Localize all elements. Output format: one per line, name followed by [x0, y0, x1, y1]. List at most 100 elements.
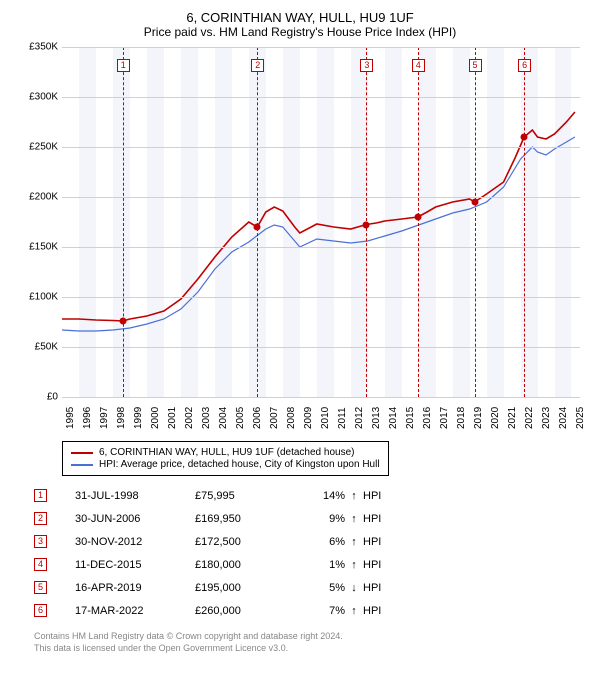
x-tick-label: 2020: [490, 407, 498, 429]
sales-row: 617-MAR-2022£260,0007%↑HPI: [34, 599, 586, 622]
chart-container: 6, CORINTHIAN WAY, HULL, HU9 1UF Price p…: [0, 0, 600, 680]
x-tick-label: 2010: [320, 407, 328, 429]
sale-vline: [257, 47, 258, 397]
x-tick-label: 2021: [507, 407, 515, 429]
sales-marker: 2: [34, 512, 47, 525]
series-property: [62, 112, 575, 321]
arrow-icon: ↑: [345, 605, 363, 617]
x-tick-label: 1997: [99, 407, 107, 429]
x-tick-label: 2012: [354, 407, 362, 429]
sales-pct: 9%: [295, 513, 345, 525]
sales-date: 11-DEC-2015: [75, 559, 195, 571]
legend-row: HPI: Average price, detached house, City…: [71, 459, 380, 470]
sales-date: 17-MAR-2022: [75, 605, 195, 617]
sales-row: 411-DEC-2015£180,0001%↑HPI: [34, 553, 586, 576]
sales-row: 516-APR-2019£195,0005%↓HPI: [34, 576, 586, 599]
x-tick-label: 2023: [541, 407, 549, 429]
chart-area: 123456 £0£50K£100K£150K£200K£250K£300K£3…: [20, 47, 580, 437]
y-gridline: [62, 47, 580, 48]
sale-vline: [475, 47, 476, 397]
sales-marker: 1: [34, 489, 47, 502]
x-tick-label: 2014: [388, 407, 396, 429]
footnote-line: Contains HM Land Registry data © Crown c…: [34, 630, 586, 642]
footnote-line: This data is licensed under the Open Gov…: [34, 642, 586, 654]
arrow-icon: ↑: [345, 559, 363, 571]
sale-dot: [254, 224, 261, 231]
sales-pct: 1%: [295, 559, 345, 571]
sales-marker: 4: [34, 558, 47, 571]
y-gridline: [62, 247, 580, 248]
line-series-svg: [62, 47, 580, 397]
sale-marker-box: 1: [117, 59, 130, 72]
y-tick-label: £50K: [20, 342, 58, 353]
y-tick-label: £100K: [20, 292, 58, 303]
x-tick-label: 2011: [337, 407, 345, 429]
x-tick-label: 2008: [286, 407, 294, 429]
legend-label: 6, CORINTHIAN WAY, HULL, HU9 1UF (detach…: [99, 447, 354, 458]
sales-table: 131-JUL-1998£75,99514%↑HPI230-JUN-2006£1…: [34, 484, 586, 622]
y-tick-label: £150K: [20, 242, 58, 253]
sales-row: 330-NOV-2012£172,5006%↑HPI: [34, 530, 586, 553]
sales-price: £172,500: [195, 536, 295, 548]
y-tick-label: £350K: [20, 42, 58, 53]
x-tick-label: 2001: [167, 407, 175, 429]
sale-vline: [123, 47, 124, 397]
legend-box: 6, CORINTHIAN WAY, HULL, HU9 1UF (detach…: [62, 441, 389, 476]
y-tick-label: £0: [20, 392, 58, 403]
x-tick-label: 2000: [150, 407, 158, 429]
sales-pct: 7%: [295, 605, 345, 617]
sales-hpi-label: HPI: [363, 490, 393, 502]
x-tick-label: 2002: [184, 407, 192, 429]
sale-dot: [119, 318, 126, 325]
x-tick-label: 2003: [201, 407, 209, 429]
sale-marker-box: 4: [412, 59, 425, 72]
x-tick-label: 1996: [82, 407, 90, 429]
x-tick-label: 1999: [133, 407, 141, 429]
plot-region: 123456: [62, 47, 580, 397]
x-tick-label: 2006: [252, 407, 260, 429]
x-tick-label: 1998: [116, 407, 124, 429]
footnote: Contains HM Land Registry data © Crown c…: [34, 630, 586, 654]
legend-label: HPI: Average price, detached house, City…: [99, 459, 380, 470]
x-tick-label: 2004: [218, 407, 226, 429]
x-tick-label: 2018: [456, 407, 464, 429]
y-tick-label: £200K: [20, 192, 58, 203]
x-tick-label: 2005: [235, 407, 243, 429]
sale-marker-box: 3: [360, 59, 373, 72]
x-tick-label: 2013: [371, 407, 379, 429]
arrow-icon: ↑: [345, 536, 363, 548]
sales-row: 230-JUN-2006£169,9509%↑HPI: [34, 507, 586, 530]
x-tick-label: 2009: [303, 407, 311, 429]
sales-marker: 3: [34, 535, 47, 548]
arrow-icon: ↑: [345, 513, 363, 525]
sales-price: £75,995: [195, 490, 295, 502]
x-tick-label: 2016: [422, 407, 430, 429]
sales-price: £260,000: [195, 605, 295, 617]
series-hpi: [62, 137, 575, 331]
y-gridline: [62, 147, 580, 148]
sale-vline: [418, 47, 419, 397]
y-tick-label: £250K: [20, 142, 58, 153]
sale-marker-box: 6: [518, 59, 531, 72]
sales-date: 30-JUN-2006: [75, 513, 195, 525]
x-tick-label: 1995: [65, 407, 73, 429]
chart-subtitle: Price paid vs. HM Land Registry's House …: [14, 25, 586, 39]
sales-date: 30-NOV-2012: [75, 536, 195, 548]
sales-date: 31-JUL-1998: [75, 490, 195, 502]
arrow-icon: ↓: [345, 582, 363, 594]
legend-swatch: [71, 452, 93, 454]
y-gridline: [62, 297, 580, 298]
sale-vline: [524, 47, 525, 397]
sales-hpi-label: HPI: [363, 582, 393, 594]
sales-price: £169,950: [195, 513, 295, 525]
x-tick-label: 2017: [439, 407, 447, 429]
sales-marker: 5: [34, 581, 47, 594]
sales-pct: 6%: [295, 536, 345, 548]
x-tick-label: 2022: [524, 407, 532, 429]
y-gridline: [62, 97, 580, 98]
sales-pct: 14%: [295, 490, 345, 502]
arrow-icon: ↑: [345, 490, 363, 502]
sale-dot: [363, 221, 370, 228]
y-gridline: [62, 347, 580, 348]
x-tick-label: 2025: [575, 407, 583, 429]
